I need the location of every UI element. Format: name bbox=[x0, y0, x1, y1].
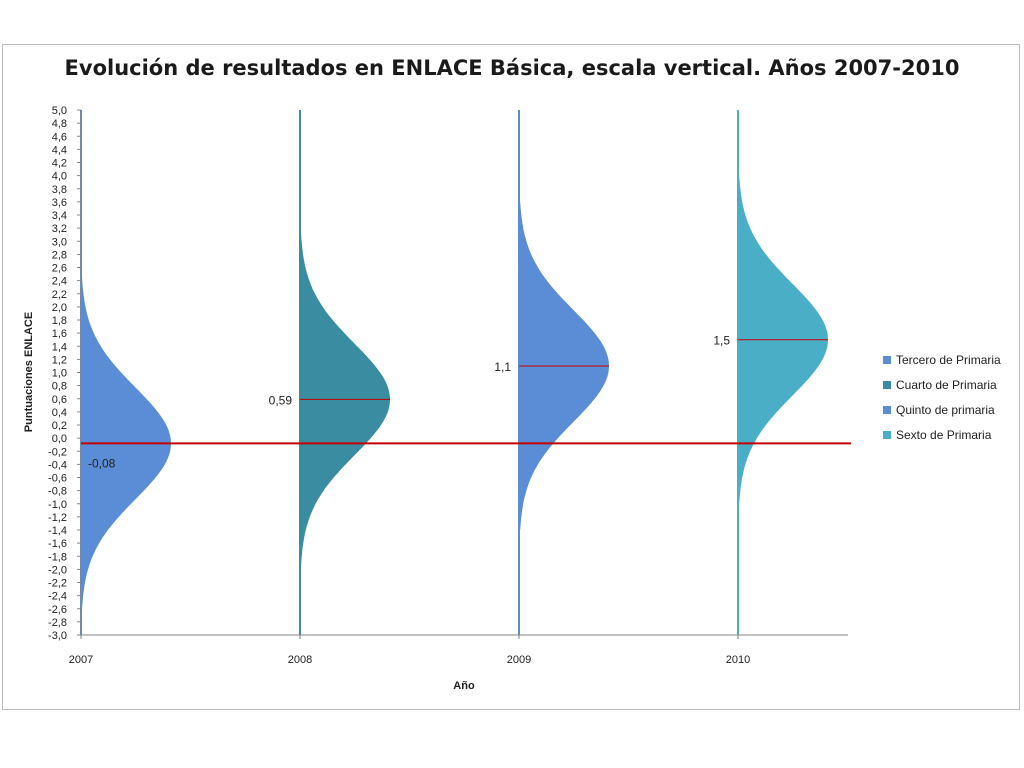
y-tick-label: 0,4 bbox=[52, 407, 67, 419]
y-tick-label: -0,4 bbox=[48, 459, 67, 471]
y-tick-label: -2,6 bbox=[48, 604, 67, 616]
y-tick-label: -2,2 bbox=[48, 578, 67, 590]
y-tick-label: 2,0 bbox=[52, 302, 67, 314]
data-label-2009: 1,1 bbox=[494, 360, 511, 374]
y-tick-label: 2,2 bbox=[52, 289, 67, 301]
y-tick-label: 4,2 bbox=[52, 158, 67, 170]
y-tick-label: 0,8 bbox=[52, 381, 67, 393]
chart-frame bbox=[2, 44, 1020, 710]
y-tick-label: 2,6 bbox=[52, 263, 67, 275]
legend-label-2009: Quinto de primaria bbox=[896, 403, 995, 417]
data-labels: -0,08 0,59 1,1 1,5 bbox=[88, 334, 730, 471]
chart-title: Evolución de resultados en ENLACE Básica… bbox=[64, 56, 960, 80]
data-label-2010: 1,5 bbox=[713, 334, 730, 348]
y-tick-label: 4,8 bbox=[52, 118, 67, 130]
y-tick-label: -0,6 bbox=[48, 473, 67, 485]
x-tick-label-2008: 2008 bbox=[288, 654, 312, 666]
y-tick-label: 0,6 bbox=[52, 394, 67, 406]
y-tick-label: 4,4 bbox=[52, 144, 67, 156]
y-tick-label: 1,2 bbox=[52, 354, 67, 366]
y-tick-label: 2,8 bbox=[52, 249, 67, 261]
distribution-curve-2007 bbox=[81, 260, 171, 635]
y-tick-label: 3,6 bbox=[52, 197, 67, 209]
legend-swatch-2007 bbox=[883, 356, 891, 364]
y-tick-label: -1,0 bbox=[48, 499, 67, 511]
distribution-curves bbox=[80, 110, 828, 635]
y-tick-label: 4,0 bbox=[52, 171, 67, 183]
distribution-curve-2008 bbox=[300, 234, 390, 570]
y-tick-label: 3,0 bbox=[52, 236, 67, 248]
y-tick-label: -1,8 bbox=[48, 551, 67, 563]
y-tick-label: -0,2 bbox=[48, 446, 67, 458]
y-tick-label: -0,8 bbox=[48, 486, 67, 498]
y-tick-label: -1,2 bbox=[48, 512, 67, 524]
legend-label-2010: Sexto de Primaria bbox=[896, 428, 992, 442]
y-tick-label: 1,0 bbox=[52, 368, 67, 380]
legend-label-2008: Cuarto de Primaria bbox=[896, 378, 997, 392]
y-tick-label: 3,2 bbox=[52, 223, 67, 235]
legend-swatch-2008 bbox=[883, 381, 891, 389]
legend-label-2007: Tercero de Primaria bbox=[896, 353, 1001, 367]
y-tick-label: 3,8 bbox=[52, 184, 67, 196]
y-tick-label: -3,0 bbox=[48, 630, 67, 642]
y-tick-label: -2,0 bbox=[48, 564, 67, 576]
y-tick-label: 1,6 bbox=[52, 328, 67, 340]
y-tick-label: 1,8 bbox=[52, 315, 67, 327]
y-tick-label: 2,4 bbox=[52, 276, 67, 288]
legend: Tercero de Primaria Cuarto de Primaria Qui… bbox=[883, 353, 1001, 442]
y-tick-label: 0,2 bbox=[52, 420, 67, 432]
x-tick-label-2007: 2007 bbox=[69, 654, 93, 666]
y-tick-label: 1,4 bbox=[52, 341, 67, 353]
legend-swatch-2010 bbox=[883, 431, 891, 439]
legend-swatch-2009 bbox=[883, 406, 891, 414]
y-tick-label: -2,4 bbox=[48, 591, 67, 603]
y-tick-label: 3,4 bbox=[52, 210, 67, 222]
y-axis-title: Puntuaciones ENLACE bbox=[23, 312, 35, 432]
x-tick-label-2010: 2010 bbox=[726, 654, 750, 666]
y-tick-label: -1,4 bbox=[48, 525, 67, 537]
y-tick-label: 5,0 bbox=[52, 105, 67, 117]
y-tick-label: 0,0 bbox=[52, 433, 67, 445]
data-label-2008: 0,59 bbox=[269, 393, 293, 407]
y-tick-label: -1,6 bbox=[48, 538, 67, 550]
x-axis-title: Año bbox=[453, 680, 475, 692]
data-label-2007: -0,08 bbox=[88, 456, 116, 470]
y-tick-label: 4,6 bbox=[52, 131, 67, 143]
x-tick-label-2009: 2009 bbox=[507, 654, 531, 666]
axes: -3,0-2,8-2,6-2,4-2,2 -2,0-1,8-1,6-1,4-1,2… bbox=[48, 105, 848, 666]
y-tick-label: -2,8 bbox=[48, 617, 67, 629]
